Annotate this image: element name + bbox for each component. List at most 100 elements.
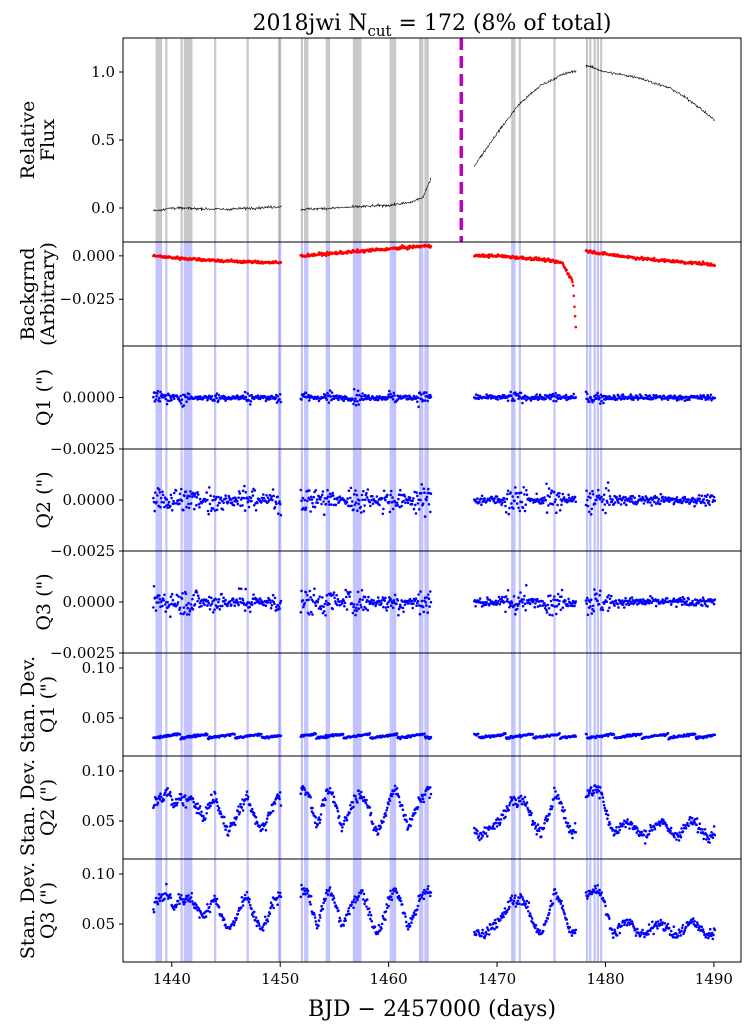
data-point [352, 402, 355, 406]
data-point [310, 498, 314, 501]
data-point [304, 591, 308, 594]
data-point [376, 596, 380, 599]
data-point [324, 599, 328, 603]
data-point [272, 494, 276, 498]
data-point [181, 898, 184, 901]
data-point [690, 260, 693, 264]
data-point [300, 788, 304, 791]
data-point [345, 595, 348, 599]
data-point [502, 497, 506, 500]
data-point [197, 811, 201, 815]
y-axis-label-line: (Arbitrary) [37, 242, 59, 346]
data-point [389, 493, 392, 497]
data-point [703, 828, 707, 831]
data-point [597, 394, 600, 398]
data-point [393, 394, 396, 397]
data-point [178, 502, 181, 506]
data-point [250, 603, 254, 606]
data-point [208, 801, 212, 805]
data-point [592, 398, 596, 402]
y-axis-label: Q3 (") [33, 573, 55, 630]
data-point [162, 798, 166, 802]
data-point [348, 595, 351, 598]
data-point [177, 498, 180, 502]
data-point [626, 818, 629, 821]
data-point [155, 797, 158, 801]
data-point [326, 391, 329, 395]
data-point [260, 599, 263, 602]
data-point [557, 602, 561, 606]
data-point [476, 829, 479, 833]
data-point [690, 820, 693, 824]
data-point [503, 500, 507, 504]
data-point [312, 593, 316, 597]
data-point [647, 397, 650, 401]
data-point [183, 494, 186, 498]
data-point [630, 601, 633, 604]
data-point [630, 596, 634, 599]
data-point [481, 834, 485, 838]
data-point [352, 388, 356, 391]
data-point [587, 791, 591, 794]
data-point [675, 496, 679, 499]
data-point [328, 602, 331, 606]
data-point [345, 816, 348, 820]
data-point [522, 486, 525, 489]
data-point [546, 818, 550, 821]
data-point [313, 505, 317, 509]
data-point [484, 832, 488, 835]
data-point [169, 595, 173, 599]
data-point [586, 596, 589, 600]
data-point [367, 600, 371, 603]
data-point [693, 598, 697, 601]
data-point [207, 737, 210, 741]
title-subscript: cut [367, 22, 391, 40]
data-point [479, 497, 483, 501]
data-point [239, 802, 242, 806]
data-point [152, 910, 156, 914]
data-point [382, 605, 385, 609]
data-point [556, 503, 559, 507]
data-point [307, 598, 310, 602]
y-axis-label: RelativeFlux [17, 101, 59, 180]
data-point [573, 314, 577, 318]
data-point [669, 826, 673, 830]
data-point [232, 504, 236, 507]
data-point [189, 502, 193, 505]
data-point [616, 602, 620, 606]
data-point [623, 606, 626, 609]
data-point [189, 896, 193, 899]
data-point [237, 587, 241, 590]
data-point [354, 606, 358, 610]
data-point [308, 613, 311, 616]
data-point [388, 799, 392, 803]
data-point [567, 597, 570, 601]
data-point [299, 792, 303, 795]
data-point [421, 794, 424, 798]
data-point [335, 603, 339, 607]
data-point [558, 509, 562, 512]
data-point [313, 821, 317, 824]
data-point [326, 488, 329, 492]
data-point [553, 605, 557, 608]
data-point [354, 404, 358, 407]
data-point [520, 500, 524, 504]
data-point [701, 828, 704, 831]
data-point [180, 398, 184, 401]
data-point [348, 504, 351, 508]
data-point [429, 590, 432, 593]
data-point [382, 820, 385, 824]
data-point [324, 798, 327, 802]
data-point [208, 486, 211, 489]
data-point [553, 786, 556, 790]
data-point [556, 393, 559, 397]
data-point [210, 596, 213, 600]
data-point [696, 830, 700, 834]
data-point [522, 598, 525, 601]
data-point [589, 786, 593, 789]
data-point [194, 803, 197, 806]
data-point [661, 397, 664, 400]
data-point [613, 604, 616, 607]
data-point [486, 834, 489, 838]
